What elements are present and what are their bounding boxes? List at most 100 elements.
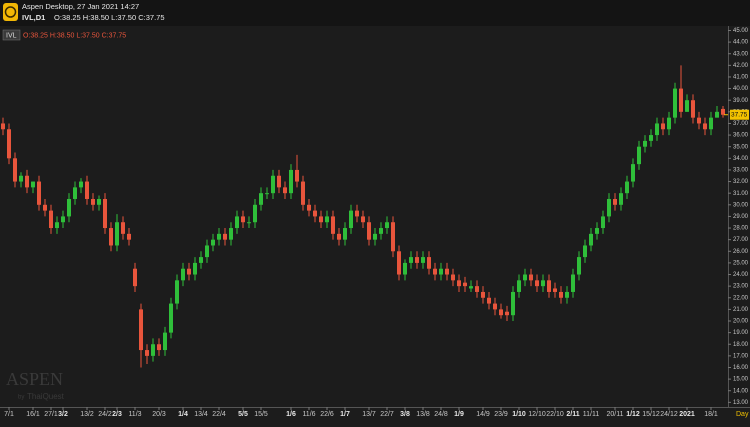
x-tick-label: 1/4 bbox=[178, 411, 188, 418]
candle-body bbox=[697, 117, 701, 124]
x-tick-label: 12/10 bbox=[528, 411, 546, 418]
candle-body bbox=[265, 193, 269, 195]
y-tick-label: 23.00 bbox=[733, 284, 749, 290]
candle-body bbox=[355, 210, 359, 217]
candle-body bbox=[433, 268, 437, 275]
y-tick-label: 33.00 bbox=[733, 168, 749, 174]
y-tick-label: 20.00 bbox=[733, 319, 749, 325]
candle-body bbox=[397, 251, 401, 275]
candle-body bbox=[655, 123, 659, 136]
candle-body bbox=[637, 146, 641, 165]
candle-body bbox=[37, 181, 41, 205]
candle-body bbox=[421, 257, 425, 263]
candle-body bbox=[607, 198, 611, 217]
candle-body bbox=[415, 257, 419, 263]
candle-body bbox=[661, 123, 665, 130]
candle-body bbox=[7, 129, 11, 159]
candle-body bbox=[193, 262, 197, 275]
y-tick-label: 37.00 bbox=[733, 121, 749, 127]
candle-body bbox=[583, 245, 587, 258]
candle-body bbox=[91, 198, 95, 205]
candle-body bbox=[151, 344, 155, 356]
candle-body bbox=[505, 311, 509, 316]
x-tick-label: 11/6 bbox=[302, 411, 315, 418]
candle-body bbox=[409, 257, 413, 263]
legend-ohlc: O:38.25 H:38.50 L:37.50 C:37.75 bbox=[23, 32, 126, 39]
candle-body bbox=[115, 222, 119, 246]
y-tick-label: 39.00 bbox=[733, 98, 749, 104]
candle-body bbox=[679, 88, 683, 112]
candle-body bbox=[529, 274, 533, 281]
x-tick-label: 1/7 bbox=[340, 411, 350, 418]
candle-body bbox=[163, 332, 167, 351]
candle-body bbox=[79, 181, 83, 188]
candle-body bbox=[73, 187, 77, 199]
candle-body bbox=[715, 111, 719, 118]
x-tick-label: 2/11 bbox=[566, 411, 579, 418]
x-tick-label: 13/7 bbox=[362, 411, 376, 418]
x-tick-label: 16/1 bbox=[26, 411, 40, 418]
candle-body bbox=[631, 164, 635, 182]
candle-body bbox=[721, 108, 725, 115]
candle-body bbox=[385, 222, 389, 229]
candle-body bbox=[517, 280, 521, 292]
candle-body bbox=[439, 268, 443, 275]
timeframe-label: Day bbox=[736, 411, 749, 418]
x-tick-label: 20/3 bbox=[152, 411, 166, 418]
candle-body bbox=[523, 274, 527, 281]
legend-box bbox=[2, 29, 21, 41]
candle-body bbox=[109, 228, 113, 246]
candle-body bbox=[685, 100, 689, 112]
y-tick-label: 44.00 bbox=[733, 40, 749, 46]
candle-body bbox=[67, 198, 71, 217]
candle-body bbox=[589, 233, 593, 246]
candle-body bbox=[301, 181, 305, 205]
y-tick-label: 14.00 bbox=[733, 388, 749, 394]
candle-body bbox=[139, 309, 143, 351]
y-tick-label: 16.00 bbox=[733, 365, 749, 371]
candle-body bbox=[331, 216, 335, 234]
y-tick-label: 26.00 bbox=[733, 249, 749, 255]
candle-body bbox=[307, 204, 311, 211]
candle-body bbox=[277, 175, 281, 188]
candle-body bbox=[577, 257, 581, 275]
x-tick-label: 11/3 bbox=[128, 411, 141, 418]
candle-body bbox=[625, 181, 629, 194]
candle-body bbox=[541, 280, 545, 287]
candle-body bbox=[271, 175, 275, 194]
candle-body bbox=[379, 228, 383, 234]
x-tick-label: 13/4 bbox=[194, 411, 208, 418]
y-tick-label: 31.00 bbox=[733, 191, 749, 197]
candle-body bbox=[367, 222, 371, 240]
candle-body bbox=[619, 193, 623, 205]
y-tick-label: 22.00 bbox=[733, 295, 749, 301]
x-tick-label: 1/6 bbox=[286, 411, 296, 418]
y-tick-label: 35.00 bbox=[733, 144, 749, 150]
candle-body bbox=[535, 280, 539, 287]
x-tick-label: 2021 bbox=[679, 411, 695, 418]
candle-body bbox=[199, 257, 203, 263]
candle-body bbox=[565, 291, 569, 298]
candle-body bbox=[349, 210, 353, 229]
candle-body bbox=[211, 239, 215, 246]
x-tick-label: 5/5 bbox=[238, 411, 248, 418]
candle-body bbox=[175, 280, 179, 304]
candle-body bbox=[121, 222, 125, 234]
candle-body bbox=[169, 303, 173, 333]
candle-body bbox=[601, 216, 605, 229]
candle-body bbox=[85, 181, 89, 199]
y-tick-label: 34.00 bbox=[733, 156, 749, 162]
candle-body bbox=[643, 140, 647, 147]
candle-body bbox=[481, 291, 485, 298]
y-tick-label: 30.00 bbox=[733, 202, 749, 208]
window-title: Aspen Desktop, 27 Jan 2021 14:27 bbox=[22, 2, 139, 11]
candle-body bbox=[403, 262, 407, 275]
x-tick-label: 1/10 bbox=[512, 411, 526, 418]
symbol: IVL,D1 bbox=[22, 13, 45, 22]
ohlc-summary: O:38.25 H:38.50 L:37.50 C:37.75 bbox=[54, 13, 165, 22]
candle-body bbox=[451, 274, 455, 281]
candle-body bbox=[133, 268, 137, 287]
candle-body bbox=[667, 117, 671, 130]
candle-body bbox=[247, 222, 251, 224]
candle-body bbox=[19, 175, 23, 182]
